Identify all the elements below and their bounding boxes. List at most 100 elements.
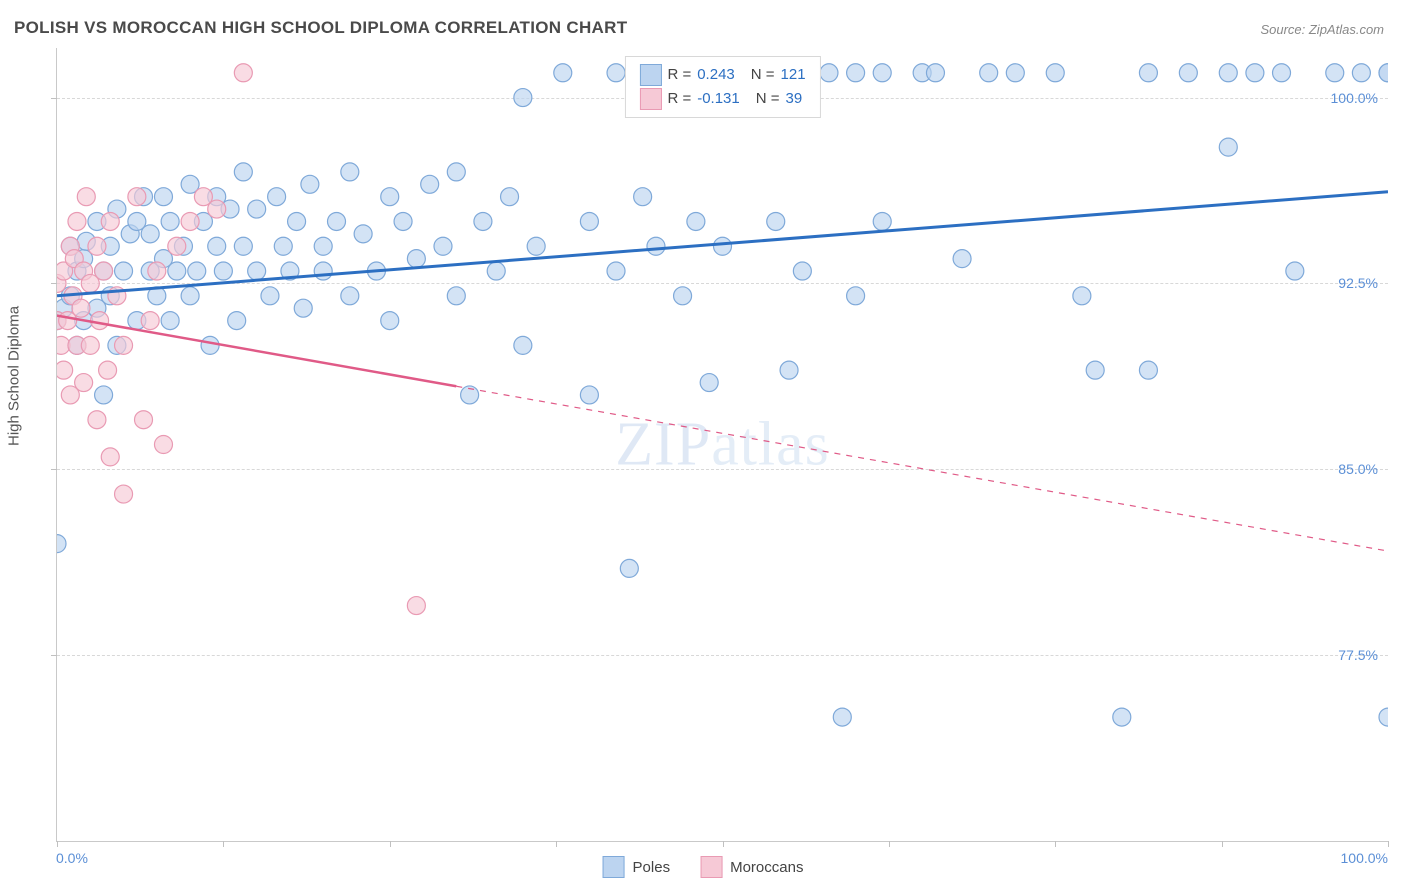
data-point	[407, 597, 425, 615]
data-point	[294, 299, 312, 317]
swatch-icon	[603, 856, 625, 878]
data-point	[381, 312, 399, 330]
data-point	[474, 212, 492, 230]
data-point	[161, 212, 179, 230]
data-point	[57, 361, 73, 379]
data-point	[57, 535, 66, 553]
legend-row-moroccans: R = -0.131 N = 39	[639, 87, 805, 111]
data-point	[115, 262, 133, 280]
x-tick-mark	[889, 841, 890, 847]
plot-area: ZIPatlas R = 0.243 N = 121 R = -0.131 N …	[56, 48, 1388, 842]
data-point	[234, 163, 252, 181]
data-point	[95, 386, 113, 404]
data-point	[847, 64, 865, 82]
data-point	[314, 237, 332, 255]
legend-n-prefix: N =	[756, 87, 780, 111]
data-point	[873, 64, 891, 82]
data-point	[154, 188, 172, 206]
data-point	[700, 374, 718, 392]
legend-row-poles: R = 0.243 N = 121	[639, 63, 805, 87]
swatch-icon	[700, 856, 722, 878]
data-point	[72, 299, 90, 317]
data-point	[447, 287, 465, 305]
data-point	[141, 312, 159, 330]
legend-label: Poles	[633, 859, 671, 876]
data-point	[953, 250, 971, 268]
data-point	[99, 361, 117, 379]
source-attribution: Source: ZipAtlas.com	[1260, 22, 1384, 37]
data-point	[101, 448, 119, 466]
data-point	[1139, 361, 1157, 379]
data-point	[1326, 64, 1344, 82]
data-point	[181, 287, 199, 305]
data-point	[780, 361, 798, 379]
chart-title: POLISH VS MOROCCAN HIGH SCHOOL DIPLOMA C…	[14, 18, 627, 38]
data-point	[607, 64, 625, 82]
data-point	[634, 188, 652, 206]
data-point	[487, 262, 505, 280]
data-point	[447, 163, 465, 181]
data-point	[341, 163, 359, 181]
data-point	[168, 262, 186, 280]
x-axis-min-label: 0.0%	[56, 850, 88, 866]
data-point	[1273, 64, 1291, 82]
data-point	[188, 262, 206, 280]
data-point	[873, 212, 891, 230]
data-point	[168, 237, 186, 255]
data-point	[1379, 64, 1388, 82]
data-point	[381, 188, 399, 206]
data-point	[228, 312, 246, 330]
legend-r-value-poles: 0.243	[697, 63, 735, 87]
y-axis-label: High School Diploma	[6, 306, 23, 446]
legend-n-value-poles: 121	[781, 63, 806, 87]
legend-n-value-moroccans: 39	[786, 87, 803, 111]
data-point	[714, 237, 732, 255]
data-point	[68, 212, 86, 230]
trend-line-dashed	[456, 386, 1388, 551]
data-point	[135, 411, 153, 429]
data-point	[1139, 64, 1157, 82]
data-point	[75, 374, 93, 392]
data-point	[77, 188, 95, 206]
legend-item-poles: Poles	[603, 856, 671, 878]
legend-r-prefix: R =	[667, 63, 691, 87]
data-point	[1379, 708, 1388, 726]
data-point	[1086, 361, 1104, 379]
data-point	[1219, 64, 1237, 82]
data-point	[926, 64, 944, 82]
data-point	[1352, 64, 1370, 82]
chart-svg	[57, 48, 1388, 841]
data-point	[354, 225, 372, 243]
data-point	[268, 188, 286, 206]
swatch-moroccans	[639, 88, 661, 110]
data-point	[248, 200, 266, 218]
data-point	[833, 708, 851, 726]
correlation-legend: R = 0.243 N = 121 R = -0.131 N = 39	[624, 56, 820, 118]
data-point	[620, 559, 638, 577]
data-point	[208, 200, 226, 218]
data-point	[421, 175, 439, 193]
data-point	[115, 336, 133, 354]
x-tick-mark	[1388, 841, 1389, 847]
data-point	[1046, 64, 1064, 82]
legend-n-prefix: N =	[751, 63, 775, 87]
data-point	[1246, 64, 1264, 82]
data-point	[580, 386, 598, 404]
data-point	[101, 212, 119, 230]
data-point	[234, 64, 252, 82]
data-point	[214, 262, 232, 280]
data-point	[820, 64, 838, 82]
swatch-poles	[639, 64, 661, 86]
legend-r-prefix: R =	[667, 87, 691, 111]
data-point	[514, 89, 532, 107]
data-point	[314, 262, 332, 280]
data-point	[248, 262, 266, 280]
data-point	[328, 212, 346, 230]
legend-r-value-moroccans: -0.131	[697, 87, 740, 111]
data-point	[527, 237, 545, 255]
data-point	[407, 250, 425, 268]
data-point	[1219, 138, 1237, 156]
data-point	[514, 336, 532, 354]
data-point	[161, 312, 179, 330]
data-point	[261, 287, 279, 305]
